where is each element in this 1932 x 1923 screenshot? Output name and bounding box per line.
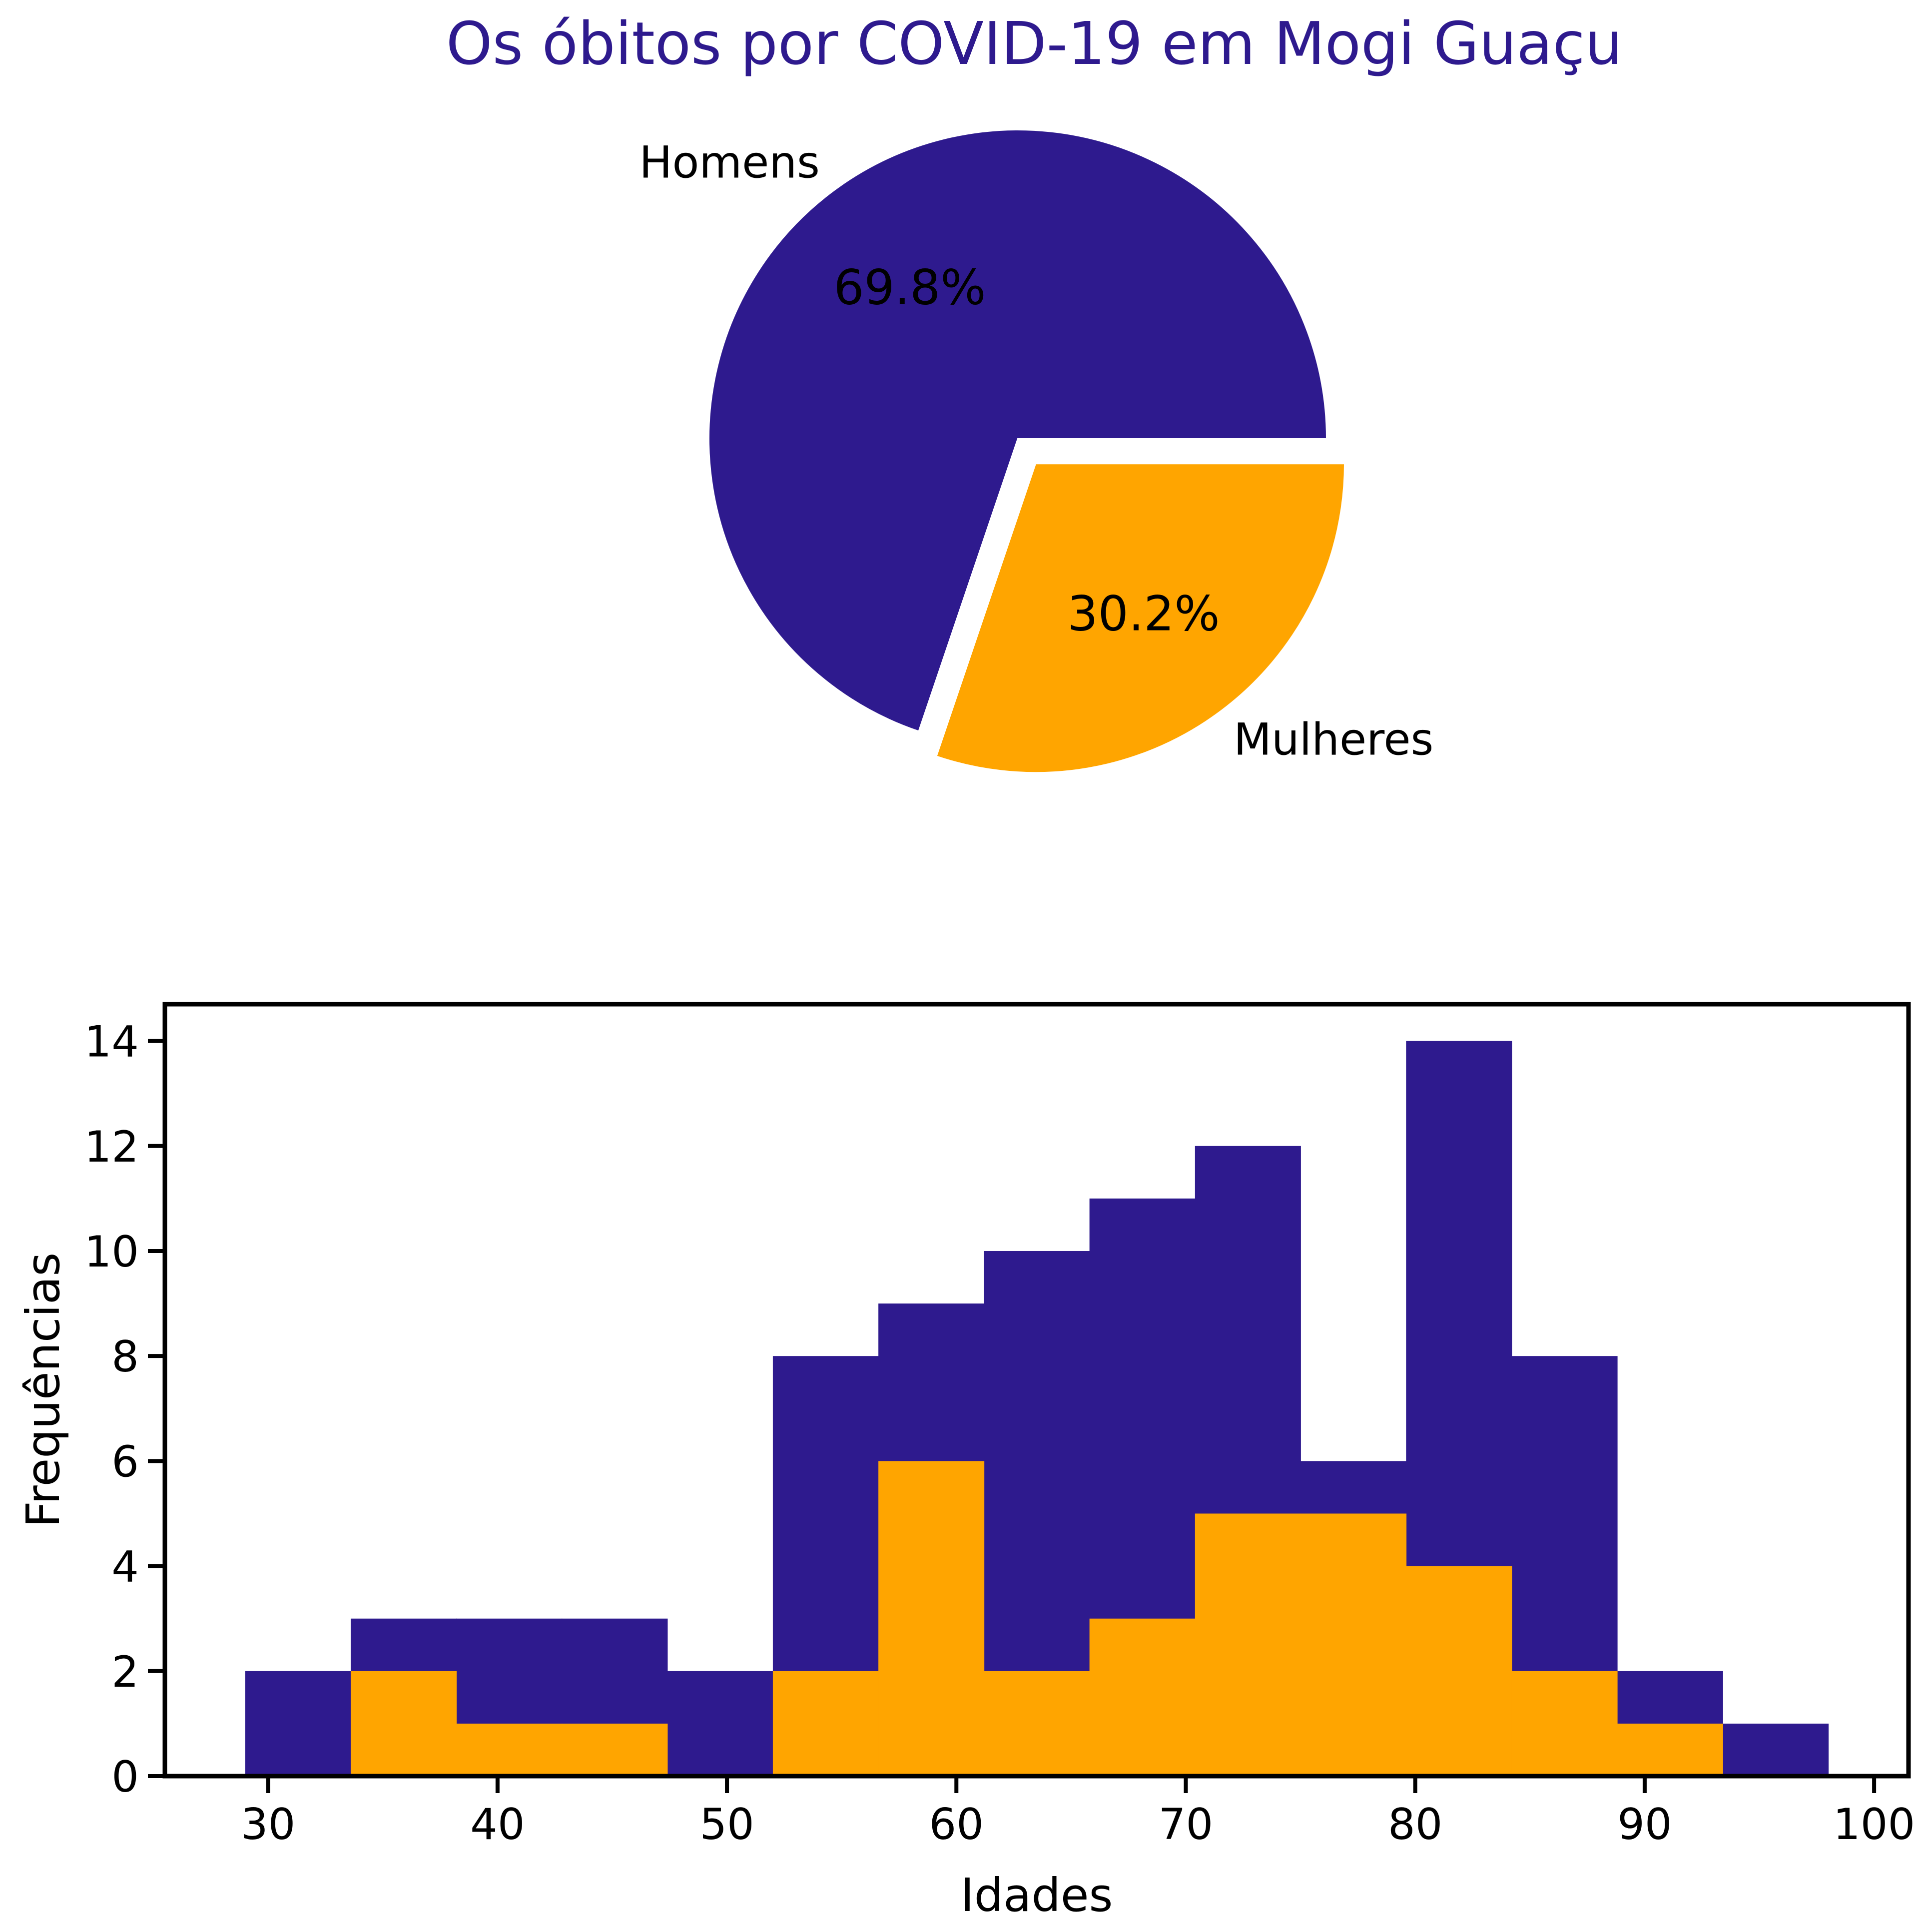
histogram-bar-mulheres — [772, 1671, 879, 1776]
pie-slice-mulheres — [936, 463, 1345, 773]
x-axis-ticks: 30 40 50 60 70 80 90 100 — [241, 1776, 1915, 1850]
chart-title: Os óbitos por COVID-19 em Mogi Guaçu — [446, 9, 1623, 78]
y-tick-label: 6 — [111, 1437, 139, 1487]
y-axis-ticks: 0 2 4 6 8 10 12 14 — [84, 1017, 165, 1802]
y-tick-label: 0 — [111, 1752, 139, 1802]
histogram-bars — [245, 1041, 1829, 1776]
histogram: 30 40 50 60 70 80 90 100 0 2 4 6 8 10 12 14 Idades Fre… — [16, 1002, 1915, 1922]
x-tick-label: 100 — [1833, 1800, 1915, 1850]
pie-percent-label-mulheres: 30.2% — [1068, 586, 1220, 642]
histogram-bar-mulheres — [1089, 1618, 1196, 1776]
pie-category-label-mulheres: Mulheres — [1234, 714, 1433, 765]
pie-slice-homens — [708, 129, 1327, 732]
x-tick-label: 90 — [1617, 1800, 1672, 1850]
histogram-bar-mulheres — [1195, 1513, 1301, 1776]
histogram-bar-mulheres — [1511, 1671, 1618, 1776]
y-axis-label: Frequências — [16, 1253, 70, 1528]
y-tick-label: 8 — [111, 1332, 139, 1382]
histogram-bar-mulheres — [1406, 1566, 1512, 1776]
x-tick-label: 30 — [241, 1800, 295, 1850]
x-tick-label: 60 — [929, 1800, 984, 1850]
histogram-bar-homens — [245, 1671, 351, 1776]
y-tick-label: 2 — [111, 1647, 139, 1697]
histogram-bar-mulheres — [984, 1671, 1090, 1776]
x-tick-label: 70 — [1159, 1800, 1213, 1850]
histogram-bar-mulheres — [1617, 1723, 1723, 1776]
pie-percent-label-homens: 69.8% — [833, 260, 986, 316]
y-tick-label: 12 — [84, 1122, 139, 1172]
x-tick-label: 50 — [699, 1800, 754, 1850]
y-tick-label: 14 — [84, 1017, 139, 1067]
axes-frame — [162, 1002, 1911, 1779]
histogram-bar-homens — [1723, 1723, 1829, 1776]
y-tick-label: 4 — [111, 1542, 139, 1592]
histogram-bar-mulheres — [878, 1461, 985, 1776]
histogram-bar-mulheres — [562, 1723, 668, 1776]
pie-labels: 69.8% Homens 30.2% Mulheres — [639, 137, 1433, 765]
histogram-bar-mulheres — [350, 1671, 457, 1776]
pie-category-label-homens: Homens — [639, 137, 820, 188]
pie-chart: Os óbitos por COVID-19 em Mogi Guaçu 69.… — [446, 9, 1623, 773]
y-tick-label: 10 — [84, 1227, 139, 1277]
histogram-bar-mulheres — [1300, 1513, 1407, 1776]
x-tick-label: 80 — [1388, 1800, 1442, 1850]
histogram-bar-homens — [667, 1671, 773, 1776]
x-tick-label: 40 — [470, 1800, 525, 1850]
histogram-bar-mulheres — [456, 1723, 563, 1776]
x-axis-label: Idades — [961, 1869, 1113, 1922]
pie-slices — [708, 129, 1345, 773]
